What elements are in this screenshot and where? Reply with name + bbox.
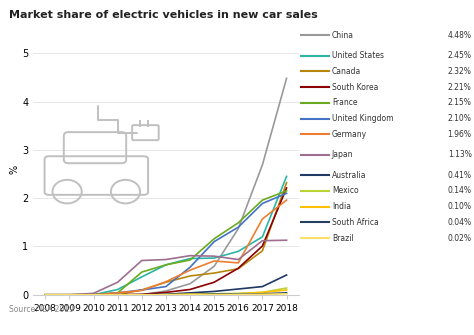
Text: 0.14%: 0.14% <box>447 187 472 195</box>
Text: 2.15%: 2.15% <box>448 98 472 107</box>
Text: South Africa: South Africa <box>332 218 379 227</box>
Text: France: France <box>332 98 357 107</box>
Text: India: India <box>332 202 351 211</box>
Y-axis label: %: % <box>9 164 19 174</box>
Text: South Korea: South Korea <box>332 83 378 91</box>
Text: Canada: Canada <box>332 67 361 76</box>
Text: 0.02%: 0.02% <box>447 234 472 243</box>
Text: Australia: Australia <box>332 171 366 180</box>
Text: 0.10%: 0.10% <box>447 202 472 211</box>
Text: 4.48%: 4.48% <box>447 31 472 40</box>
Text: Source: IEA 2019: Source: IEA 2019 <box>9 305 74 314</box>
Text: 2.32%: 2.32% <box>448 67 472 76</box>
Text: 1.13%: 1.13% <box>448 150 472 159</box>
Text: 2.10%: 2.10% <box>448 114 472 123</box>
Text: 0.04%: 0.04% <box>447 218 472 227</box>
Text: United States: United States <box>332 51 384 60</box>
Text: 0.41%: 0.41% <box>447 171 472 180</box>
Text: 2.21%: 2.21% <box>448 83 472 91</box>
Text: 2.45%: 2.45% <box>447 51 472 60</box>
Text: Brazil: Brazil <box>332 234 354 243</box>
Text: Germany: Germany <box>332 130 367 139</box>
Text: 1.96%: 1.96% <box>447 130 472 139</box>
Text: Mexico: Mexico <box>332 187 358 195</box>
Text: United Kingdom: United Kingdom <box>332 114 393 123</box>
Text: China: China <box>332 31 354 40</box>
Text: Japan: Japan <box>332 150 353 159</box>
Text: Market share of electric vehicles in new car sales: Market share of electric vehicles in new… <box>9 10 318 20</box>
